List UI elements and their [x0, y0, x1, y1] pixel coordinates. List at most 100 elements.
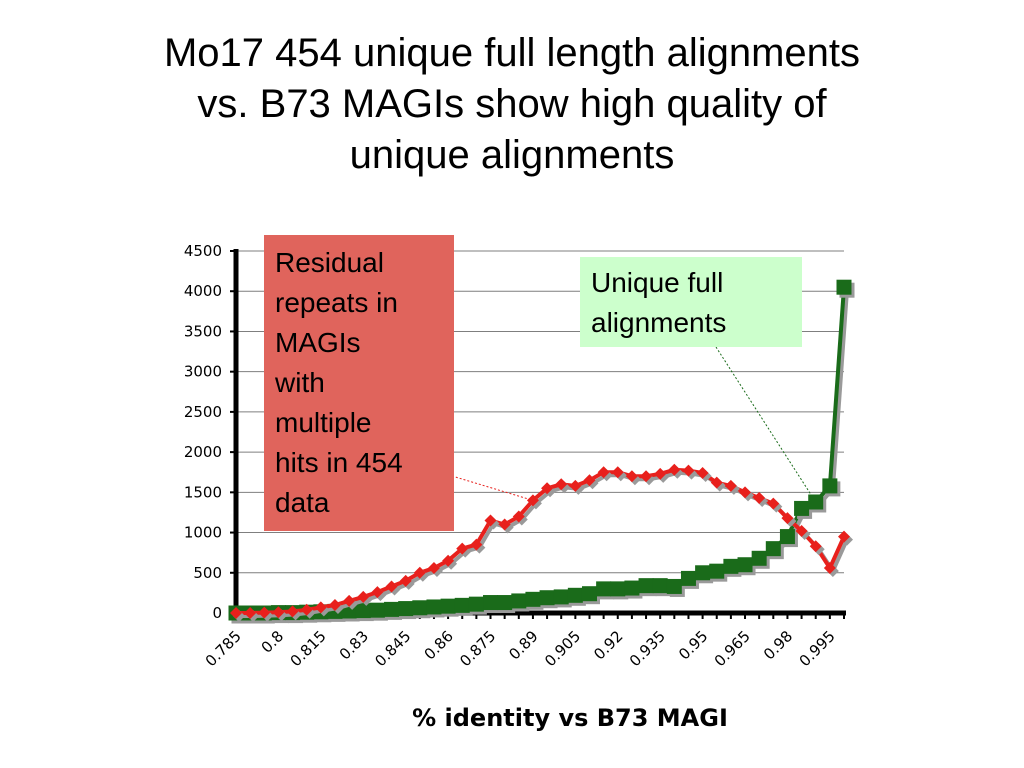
- data-point: [427, 561, 440, 574]
- data-point: [794, 500, 810, 516]
- data-point: [483, 595, 499, 611]
- y-tick-label: 3500: [184, 322, 222, 340]
- data-point: [385, 580, 398, 593]
- unique-alignments-callout: Unique full alignments: [580, 257, 802, 347]
- data-point: [652, 578, 668, 594]
- x-tick-label: 0.935: [626, 627, 669, 670]
- x-tick-label: 0.98: [760, 627, 796, 663]
- data-point: [272, 606, 285, 619]
- data-point: [696, 467, 709, 480]
- data-point: [723, 558, 739, 574]
- data-point: [355, 603, 371, 619]
- data-point: [399, 574, 412, 587]
- data-point: [781, 512, 794, 525]
- callout-line: alignments: [591, 307, 727, 338]
- data-point: [823, 561, 836, 574]
- y-tick-label: 2000: [184, 443, 222, 461]
- y-tick-label: 0: [212, 604, 222, 622]
- data-point: [426, 599, 442, 615]
- y-tick-label: 1000: [184, 524, 222, 542]
- x-tick-label: 0.92: [590, 627, 626, 663]
- data-point: [611, 466, 624, 479]
- data-point: [710, 476, 723, 489]
- callout-line: Unique full: [591, 267, 724, 298]
- callout-leader-lines: [451, 346, 817, 503]
- callout-line: MAGIs: [275, 327, 361, 358]
- data-point: [838, 530, 850, 543]
- callout-line: with: [275, 367, 325, 398]
- data-point: [666, 578, 682, 594]
- data-point: [625, 470, 638, 483]
- data-point: [541, 482, 554, 495]
- data-point: [809, 540, 822, 553]
- x-tick-label: 0.83: [336, 627, 372, 663]
- data-point: [369, 602, 385, 618]
- data-point: [498, 518, 511, 531]
- residual-leader-line: [451, 475, 534, 501]
- y-tick-label: 2500: [184, 403, 222, 421]
- y-tick-label: 1500: [184, 483, 222, 501]
- data-point: [343, 594, 356, 607]
- x-tick-label: 0.905: [541, 627, 584, 670]
- title-line-1: Mo17 454 unique full length alignments: [163, 31, 861, 75]
- data-point: [440, 598, 456, 614]
- data-point: [468, 596, 484, 612]
- data-point: [512, 510, 525, 523]
- callout-line: repeats in: [275, 287, 398, 318]
- data-point: [695, 565, 711, 581]
- callout-line: data: [275, 487, 330, 518]
- x-tick-label: 0.86: [421, 627, 457, 663]
- data-point: [822, 478, 838, 494]
- x-tick-label: 0.815: [287, 627, 330, 670]
- x-tick-label: 0.965: [711, 627, 754, 670]
- data-point: [398, 601, 414, 617]
- data-point: [258, 606, 271, 619]
- data-point: [328, 598, 341, 611]
- y-tick-label: 3000: [184, 363, 222, 381]
- x-tick-label: 0.89: [505, 627, 541, 663]
- data-point: [357, 590, 370, 603]
- data-point: [596, 581, 612, 597]
- data-point: [497, 595, 513, 611]
- data-point: [555, 478, 568, 491]
- data-point: [470, 538, 483, 551]
- callout-line: Residual: [275, 247, 384, 278]
- x-tick-label: 0.785: [202, 627, 245, 670]
- x-tick-label: 0.8: [258, 627, 288, 657]
- data-point: [682, 464, 695, 477]
- x-tick-label: 0.95: [675, 627, 711, 663]
- x-tick-label: 0.845: [371, 627, 414, 670]
- slide-title: Mo17 454 unique full length alignments v…: [40, 28, 984, 181]
- y-axis-ticks: 0 500 1000 1500 2000 2500 3000 3500 4000 4500: [184, 242, 236, 622]
- data-point: [739, 486, 752, 499]
- data-point: [371, 586, 384, 599]
- data-point: [709, 563, 725, 579]
- y-tick-label: 4500: [184, 242, 222, 260]
- data-point: [413, 566, 426, 579]
- data-point: [581, 586, 597, 602]
- data-point: [454, 597, 470, 613]
- data-point: [412, 600, 428, 616]
- y-tick-label: 4000: [184, 282, 222, 300]
- data-point: [767, 497, 780, 510]
- data-point: [640, 470, 653, 483]
- callout-line: hits in 454: [275, 447, 403, 478]
- data-point: [737, 557, 753, 573]
- x-tick-label: 0.875: [456, 627, 499, 670]
- data-point: [583, 474, 596, 487]
- y-tick-label: 500: [193, 564, 222, 582]
- data-point: [751, 550, 767, 566]
- data-point: [668, 463, 681, 476]
- data-point: [795, 524, 808, 537]
- data-point: [638, 578, 654, 594]
- data-point: [597, 466, 610, 479]
- series-group: [228, 279, 855, 624]
- data-point: [511, 593, 527, 609]
- data-point: [539, 590, 555, 606]
- data-point: [314, 601, 327, 614]
- data-point: [484, 514, 497, 527]
- data-point: [753, 491, 766, 504]
- callout-line: multiple: [275, 407, 372, 438]
- data-point: [384, 601, 400, 617]
